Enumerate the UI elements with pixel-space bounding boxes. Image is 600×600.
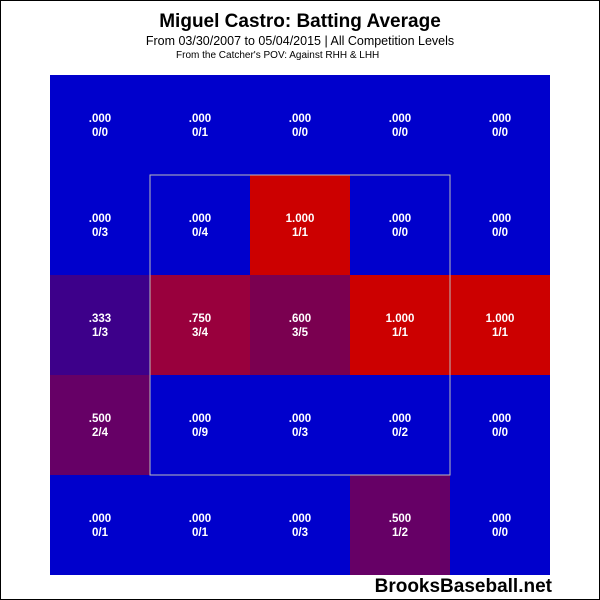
cell-hits-atbats-label: 0/0: [492, 527, 508, 539]
cell-average-label: .000: [489, 213, 511, 225]
cell-average-label: .000: [489, 513, 511, 525]
cell-average-label: .000: [289, 113, 311, 125]
heatmap-cell-r0-c0: [50, 75, 150, 175]
cell-hits-atbats-label: 0/1: [192, 127, 209, 139]
cell-average-label: 1.000: [486, 313, 515, 325]
cell-hits-atbats-label: 0/4: [192, 227, 209, 239]
cell-average-label: .500: [389, 513, 411, 525]
cell-hits-atbats-label: 0/0: [492, 227, 508, 239]
cell-hits-atbats-label: 0/9: [192, 427, 208, 439]
cell-average-label: .000: [489, 413, 511, 425]
cell-average-label: .000: [89, 113, 111, 125]
heatmap-cell-r4-c3: [350, 475, 450, 575]
cell-hits-atbats-label: 0/1: [92, 527, 109, 539]
cell-hits-atbats-label: 1/2: [392, 527, 408, 539]
heatmap-cell-r2-c3: [350, 275, 450, 375]
cell-hits-atbats-label: 1/1: [292, 227, 309, 239]
heatmap-cell-r1-c4: [450, 175, 550, 275]
cell-average-label: .000: [489, 113, 511, 125]
heatmap-cell-r3-c0: [50, 375, 150, 475]
heatmap-cell-r3-c4: [450, 375, 550, 475]
cell-average-label: .000: [189, 413, 211, 425]
cell-average-label: .000: [189, 113, 211, 125]
cell-hits-atbats-label: 0/3: [92, 227, 108, 239]
cell-hits-atbats-label: 0/0: [392, 127, 408, 139]
cell-average-label: .000: [289, 513, 311, 525]
cell-hits-atbats-label: 0/2: [392, 427, 408, 439]
cell-hits-atbats-label: 3/4: [192, 327, 209, 339]
heatmap-cell-r4-c1: [150, 475, 250, 575]
cell-average-label: .000: [389, 213, 411, 225]
cell-hits-atbats-label: 3/5: [292, 327, 309, 339]
heatmap-cell-r4-c2: [250, 475, 350, 575]
heatmap-cell-r3-c1: [150, 375, 250, 475]
heatmap-cell-r4-c4: [450, 475, 550, 575]
chart-note: From the Catcher's POV: Against RHH & LH…: [176, 50, 380, 61]
cell-hits-atbats-label: 1/1: [392, 327, 409, 339]
cell-hits-atbats-label: 1/1: [492, 327, 509, 339]
chart-title: Miguel Castro: Batting Average: [159, 11, 441, 32]
heatmap-cell-r0-c4: [450, 75, 550, 175]
cell-hits-atbats-label: 0/3: [292, 427, 308, 439]
heatmap-cell-r0-c3: [350, 75, 450, 175]
heatmap-cell-r3-c3: [350, 375, 450, 475]
cell-average-label: 1.000: [386, 313, 415, 325]
cell-hits-atbats-label: 1/3: [92, 327, 108, 339]
cell-hits-atbats-label: 0/3: [292, 527, 308, 539]
cell-average-label: .000: [389, 113, 411, 125]
cell-average-label: .750: [189, 313, 211, 325]
cell-hits-atbats-label: 0/0: [292, 127, 308, 139]
cell-average-label: .000: [89, 513, 111, 525]
cell-average-label: .333: [89, 313, 111, 325]
heatmap-cell-r1-c0: [50, 175, 150, 275]
heatmap-cell-r1-c2: [250, 175, 350, 275]
heatmap-cell-r1-c1: [150, 175, 250, 275]
cell-hits-atbats-label: 2/4: [92, 427, 109, 439]
chart-subtitle: From 03/30/2007 to 05/04/2015 | All Comp…: [145, 34, 455, 48]
cell-hits-atbats-label: 0/0: [492, 427, 508, 439]
cell-average-label: .000: [189, 213, 211, 225]
cell-average-label: .600: [289, 313, 311, 325]
cell-average-label: .000: [89, 213, 111, 225]
cell-hits-atbats-label: 0/0: [392, 227, 408, 239]
cell-hits-atbats-label: 0/0: [92, 127, 108, 139]
heatmap-cell-r2-c0: [50, 275, 150, 375]
cell-average-label: .000: [289, 413, 311, 425]
heatmap-cell-r4-c0: [50, 475, 150, 575]
heatmap-cell-r2-c1: [150, 275, 250, 375]
cell-average-label: .000: [189, 513, 211, 525]
cell-hits-atbats-label: 0/1: [192, 527, 209, 539]
cell-hits-atbats-label: 0/0: [492, 127, 508, 139]
strike-zone-outline: [149, 174, 451, 476]
cell-average-label: .000: [389, 413, 411, 425]
cell-average-label: .500: [89, 413, 111, 425]
heatmap-cell-r0-c1: [150, 75, 250, 175]
cell-average-label: 1.000: [286, 213, 315, 225]
heatmap-cell-r2-c2: [250, 275, 350, 375]
heatmap-cell-r3-c2: [250, 375, 350, 475]
heatmap-cell-r1-c3: [350, 175, 450, 275]
heatmap-cell-r2-c4: [450, 275, 550, 375]
heatmap-cell-r0-c2: [250, 75, 350, 175]
watermark: BrooksBaseball.net: [374, 576, 552, 597]
